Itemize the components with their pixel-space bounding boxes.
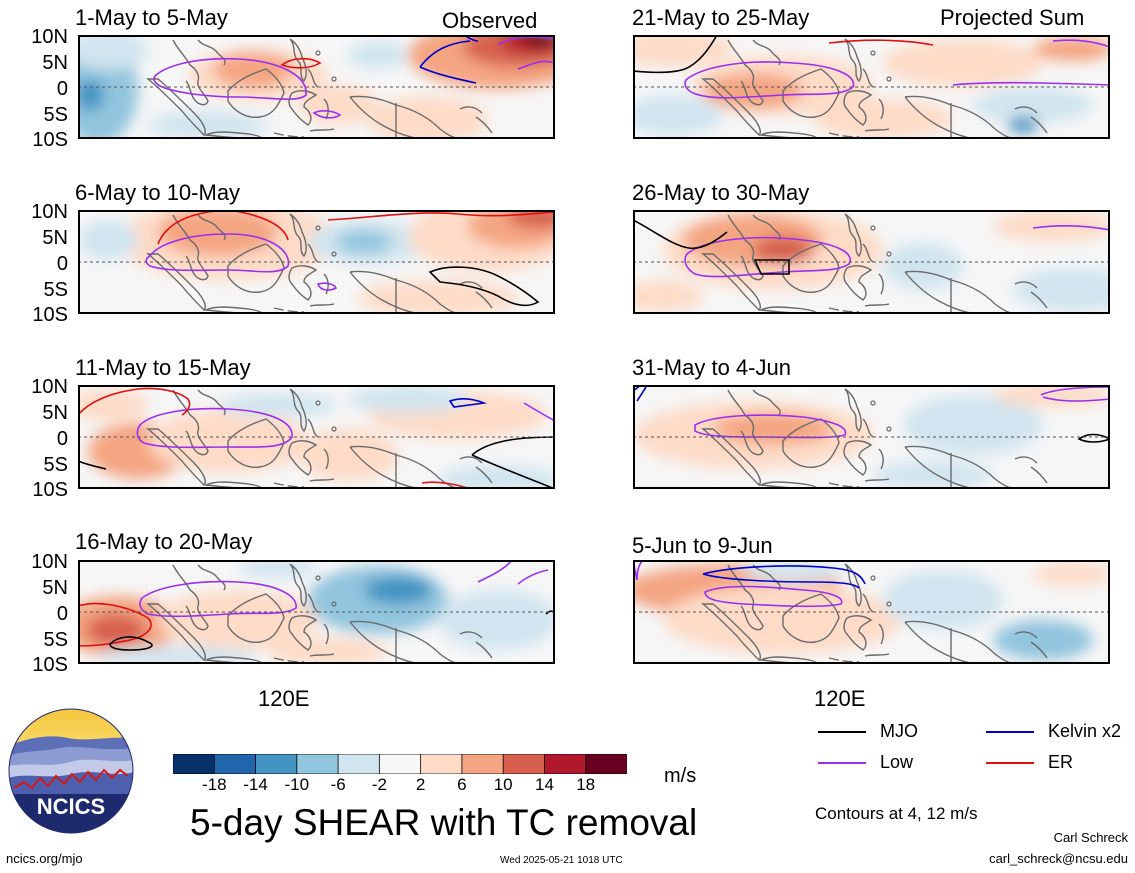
colorbar-swatch — [461, 753, 505, 775]
legend-low: Low — [818, 752, 913, 773]
lat-label: 5N — [42, 52, 68, 74]
lat-label: 10S — [32, 129, 68, 151]
lat-label: 0 — [56, 78, 68, 100]
colorbar-tick-label: 6 — [457, 775, 467, 794]
colorbar-tick-label: -18 — [202, 775, 227, 794]
colorbar-units: m/s — [664, 765, 697, 787]
colorbar-tick-label: 14 — [535, 775, 554, 794]
legend-line-kelvin — [986, 731, 1034, 734]
lat-label: 0 — [56, 428, 68, 450]
panel-title: 26-May to 30-May — [632, 180, 810, 205]
legend-kelvin: Kelvin x2 — [986, 721, 1121, 742]
colorbar-tick-label: 18 — [576, 775, 596, 794]
corner-label-observed: Observed — [442, 8, 538, 33]
colorbar — [172, 753, 628, 775]
colorbar-swatch — [296, 753, 339, 775]
lon-label-right: 120E — [814, 686, 866, 711]
lat-label: 10N — [31, 376, 68, 398]
lat-label: 10N — [31, 26, 68, 48]
lat-label: 10S — [32, 654, 68, 676]
shear-map — [633, 385, 1110, 489]
lat-label: 5S — [43, 454, 68, 476]
footer-url[interactable]: ncics.org/mjo — [6, 851, 83, 866]
lat-label: 0 — [56, 603, 68, 625]
panel-title: 21-May to 25-May — [632, 5, 810, 30]
lat-label: 5S — [43, 279, 68, 301]
panel-title: 31-May to 4-Jun — [632, 355, 791, 380]
lat-label: 5N — [42, 577, 68, 599]
main-title: 5-day SHEAR with TC removal — [190, 802, 698, 843]
shear-map — [78, 560, 555, 664]
lat-label: 5S — [43, 104, 68, 126]
ncics-logo: NCICS — [8, 708, 134, 834]
colorbar-swatch — [337, 753, 381, 775]
colorbar-tick-label: 2 — [415, 775, 426, 794]
shear-map — [633, 560, 1110, 664]
logo-text: NCICS — [37, 794, 105, 819]
colorbar-swatch — [544, 753, 587, 775]
lat-label: 10N — [31, 551, 68, 573]
contours-note: Contours at 4, 12 m/s — [815, 804, 978, 823]
legend-line-mjo — [818, 731, 866, 734]
colorbar-tick-label: 10 — [493, 775, 513, 794]
panel-title: 6-May to 10-May — [75, 180, 241, 205]
colorbar-tick-label: -10 — [284, 775, 310, 794]
lat-label: 0 — [56, 253, 68, 275]
colorbar-swatch — [502, 753, 546, 775]
colorbar-swatch — [172, 753, 216, 775]
legend-er: ER — [986, 752, 1073, 773]
lat-label: 10S — [32, 304, 68, 326]
lat-label: 10S — [32, 479, 68, 501]
shear-map — [78, 385, 555, 489]
footer-timestamp: Wed 2025-05-21 1018 UTC — [500, 855, 623, 866]
lat-label: 5N — [42, 402, 68, 424]
colorbar-swatch — [420, 753, 463, 775]
colorbar-tick-label: -6 — [330, 775, 346, 794]
colorbar-swatch — [378, 753, 422, 775]
lon-label-left: 120E — [258, 686, 310, 711]
footer-email[interactable]: carl_schreck@ncsu.edu — [989, 851, 1128, 866]
lat-label: 5S — [43, 629, 68, 651]
shear-map — [633, 210, 1110, 314]
panel-title: 5-Jun to 9-Jun — [632, 533, 773, 558]
legend-line-low — [818, 762, 866, 765]
panel-title: 1-May to 5-May — [75, 5, 228, 30]
panel-title: 11-May to 15-May — [75, 355, 251, 380]
legend-line-er — [986, 762, 1034, 765]
colorbar-tick-label: -14 — [243, 775, 268, 794]
footer-author: Carl Schreck — [1053, 830, 1128, 845]
shear-map — [633, 35, 1110, 139]
shear-map — [78, 35, 555, 139]
colorbar-tick-label: -2 — [371, 775, 387, 794]
colorbar-swatch — [585, 753, 628, 775]
panel-title: 16-May to 20-May — [75, 529, 253, 554]
colorbar-swatch — [213, 753, 257, 775]
colorbar-swatch — [255, 753, 298, 775]
legend-mjo: MJO — [818, 721, 918, 742]
lat-label: 5N — [42, 227, 68, 249]
corner-label-projected: Projected Sum — [940, 5, 1085, 30]
lat-label: 10N — [31, 201, 68, 223]
shear-map — [78, 210, 555, 314]
